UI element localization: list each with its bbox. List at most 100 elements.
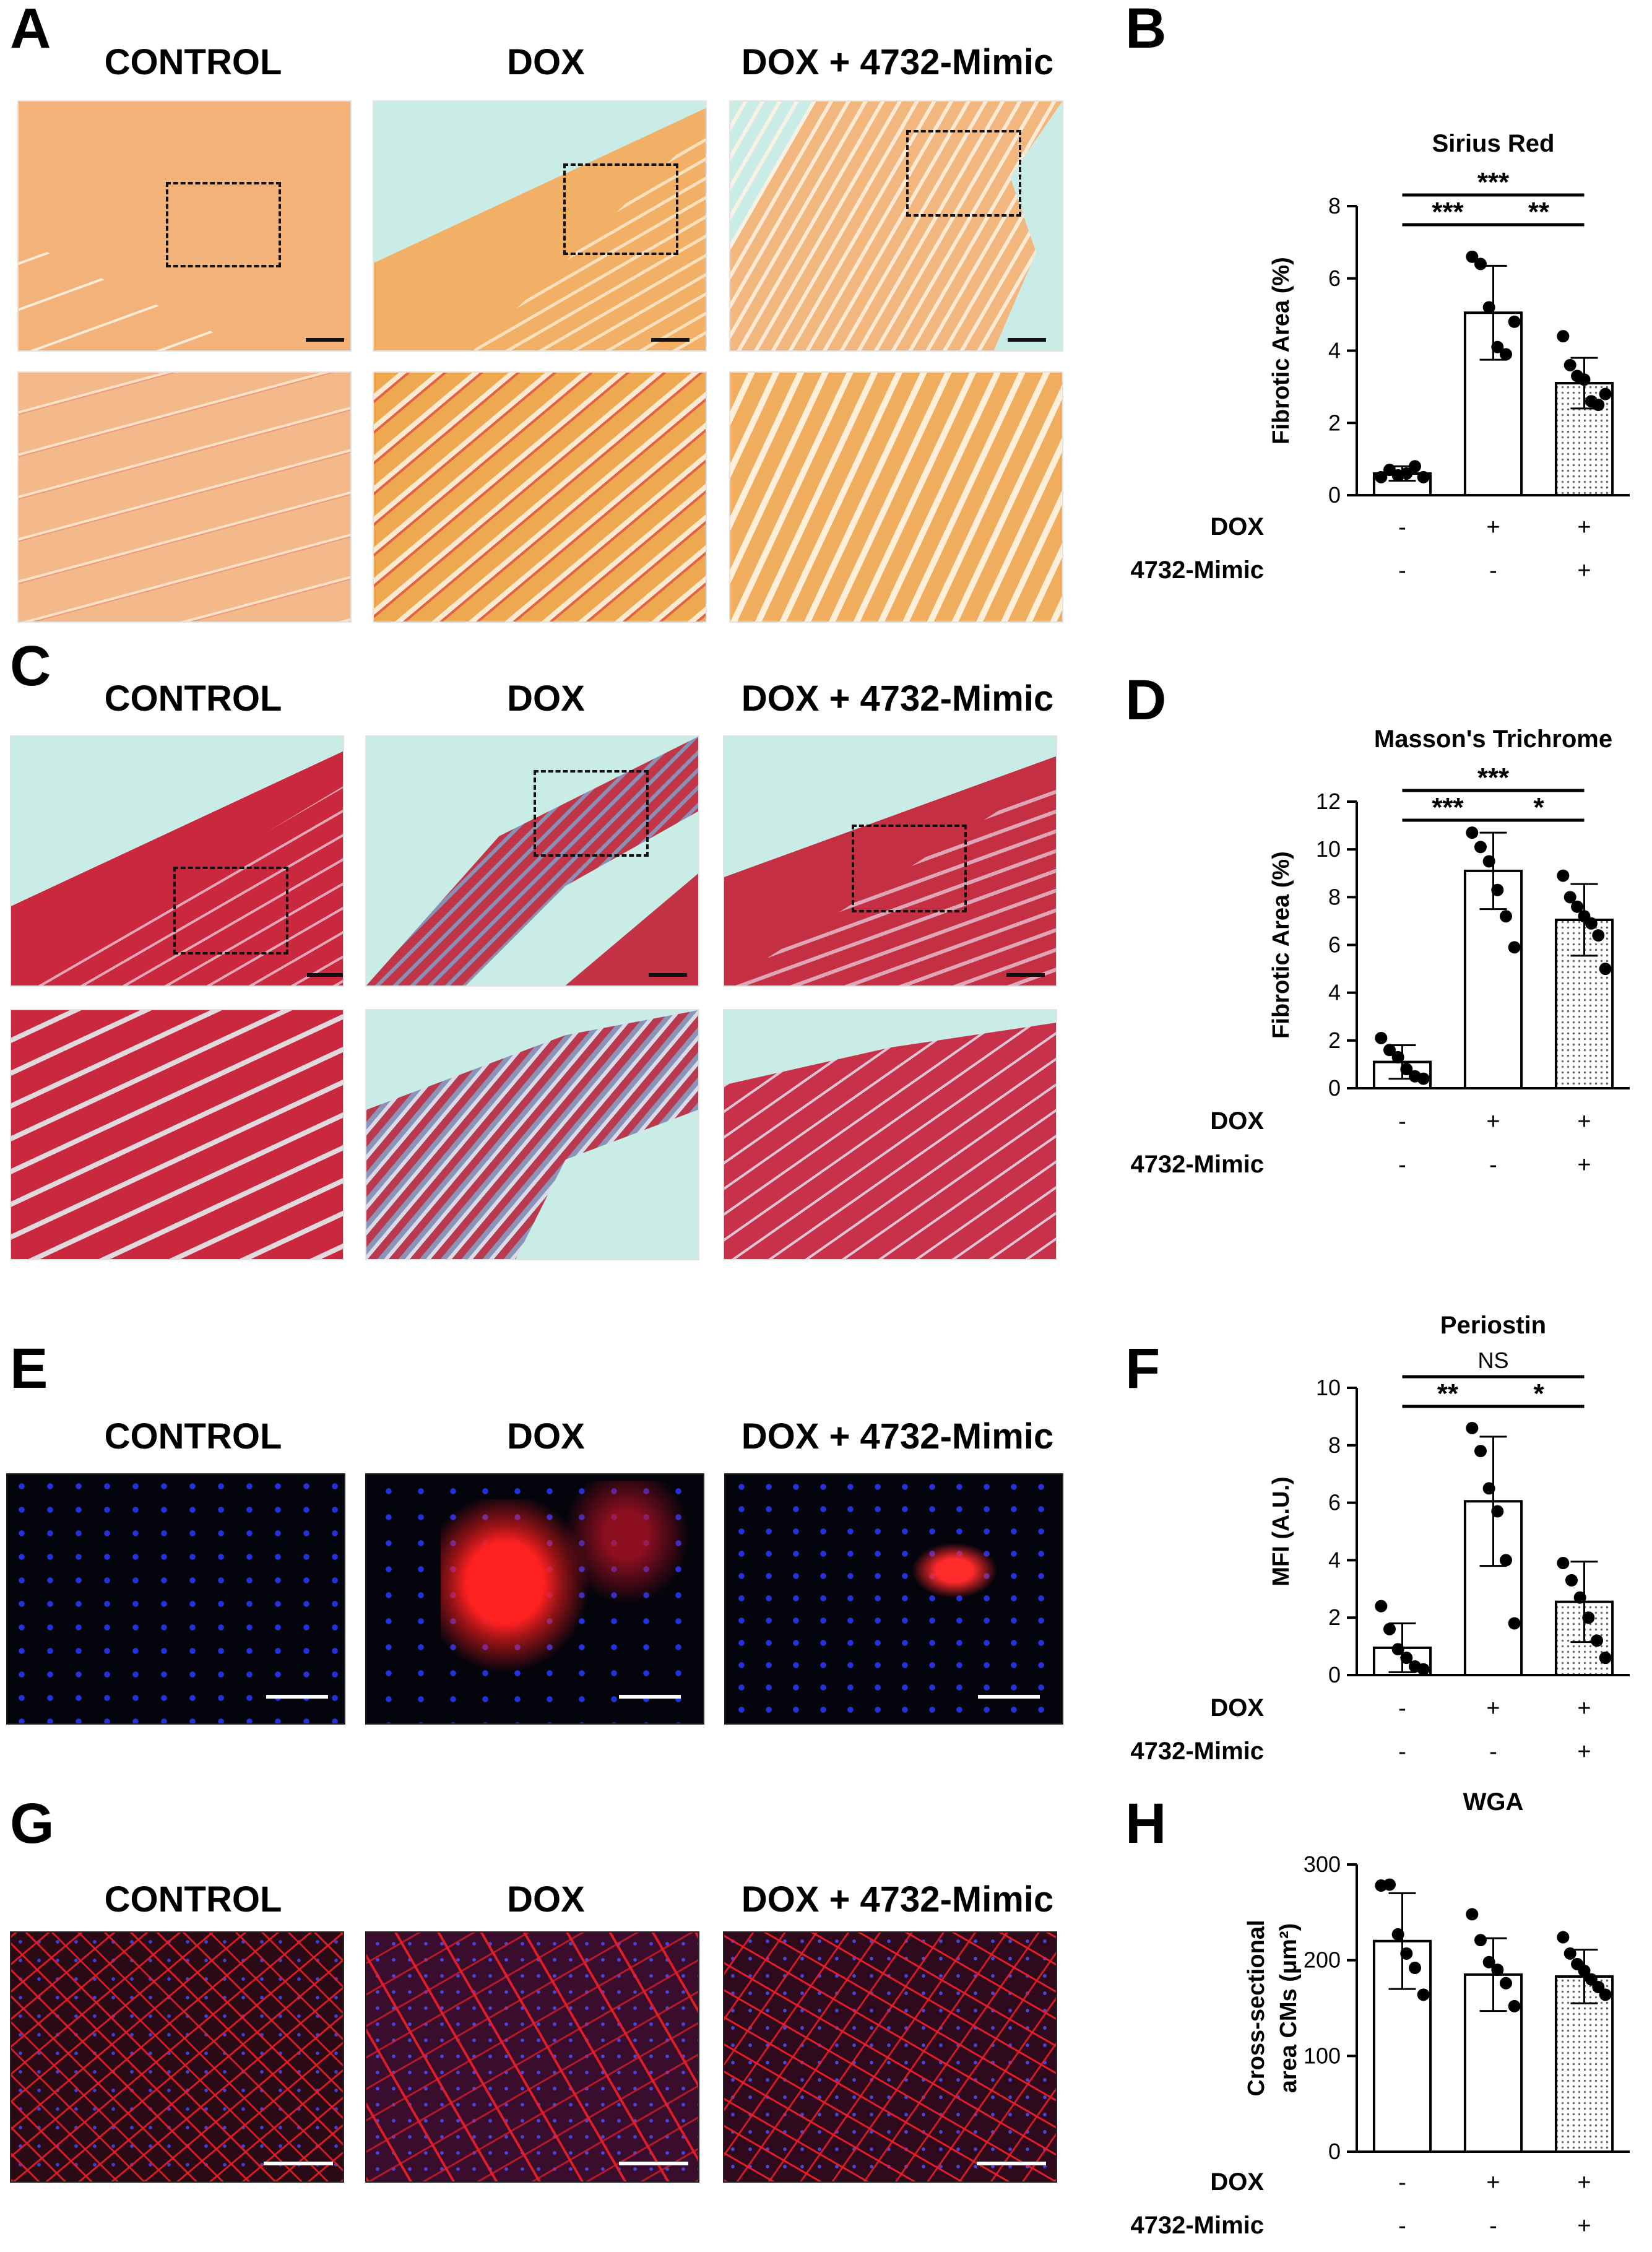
masson-control-overview	[10, 735, 344, 987]
data-point	[1409, 1962, 1422, 1975]
data-point	[1391, 1050, 1404, 1063]
data-point	[1482, 1955, 1495, 1968]
data-point	[1491, 1964, 1504, 1977]
data-point	[1500, 348, 1513, 361]
column-title-mimic-a: DOX + 4732-Mimic	[741, 42, 1054, 82]
data-point	[1383, 1044, 1396, 1057]
data-point	[1599, 388, 1612, 401]
scale-bar	[266, 1695, 328, 1699]
column-title-mimic-c: DOX + 4732-Mimic	[741, 678, 1054, 719]
data-point	[1417, 1988, 1430, 2001]
significance-label: ***	[1432, 792, 1464, 823]
masson-mimic-zoom	[723, 1009, 1057, 1260]
data-point	[1400, 467, 1413, 480]
data-point	[1491, 883, 1504, 896]
y-tick-label: 4	[1328, 338, 1341, 363]
data-point	[1474, 1445, 1487, 1458]
y-tick-label: 12	[1316, 789, 1341, 814]
y-tick-label: 6	[1328, 266, 1341, 291]
significance-label: ***	[1432, 197, 1464, 227]
y-tick-label: 6	[1328, 932, 1341, 958]
condition-value: +	[1486, 2170, 1500, 2196]
sirius-control-zoom	[17, 371, 352, 623]
bar	[1554, 1975, 1614, 2153]
data-point	[1508, 315, 1521, 328]
column-title-control-g: CONTROL	[104, 1879, 282, 1920]
significance-label: *	[1533, 1379, 1544, 1409]
data-point	[1466, 826, 1479, 839]
significance-label: **	[1528, 197, 1550, 227]
y-tick-label: 2	[1328, 1605, 1341, 1630]
significance-label: *	[1533, 792, 1544, 823]
data-point	[1557, 1557, 1570, 1570]
condition-value: +	[1577, 1109, 1591, 1135]
data-point	[1417, 470, 1430, 483]
chart-title: Sirius Red	[1432, 130, 1555, 157]
data-point	[1592, 399, 1605, 412]
roi-box	[906, 130, 1021, 217]
y-tick-label: 0	[1328, 2139, 1341, 2164]
column-title-control-a: CONTROL	[104, 42, 282, 82]
data-point	[1383, 1622, 1396, 1635]
data-point	[1557, 330, 1570, 343]
scale-bar	[307, 973, 343, 977]
data-point	[1563, 1947, 1576, 1960]
y-tick-label: 0	[1328, 1662, 1341, 1687]
data-point	[1466, 1421, 1479, 1434]
condition-value: -	[1489, 2213, 1497, 2239]
y-tick-label: 2	[1328, 1028, 1341, 1053]
condition-label: DOX	[1210, 513, 1264, 540]
data-point	[1466, 250, 1479, 263]
data-point	[1500, 1977, 1513, 1990]
data-point	[1557, 1931, 1570, 1944]
scale-bar	[619, 1695, 681, 1699]
condition-value: +	[1577, 1152, 1591, 1178]
panel-letter-g: G	[10, 1792, 54, 1855]
sirius-mimic-overview	[729, 100, 1063, 352]
condition-value: -	[1398, 1152, 1406, 1178]
scale-bar	[619, 2162, 688, 2165]
masson-dox-zoom	[365, 1009, 699, 1260]
condition-value: -	[1489, 558, 1497, 584]
data-point	[1508, 1999, 1521, 2012]
masson-dox-overview	[365, 735, 699, 987]
data-point	[1466, 1908, 1479, 1921]
panel-letter-h: H	[1125, 1792, 1167, 1855]
data-point	[1491, 340, 1504, 353]
panel-letter-e: E	[10, 1337, 48, 1400]
data-point	[1482, 855, 1495, 868]
data-point	[1599, 1652, 1612, 1665]
y-tick-label: 300	[1304, 1851, 1341, 1877]
column-title-dox-c: DOX	[507, 678, 585, 719]
scale-bar	[306, 338, 344, 342]
column-title-dox-g: DOX	[507, 1879, 585, 1920]
data-point	[1383, 1878, 1396, 1891]
roi-box	[852, 825, 967, 912]
sirius-dox-overview	[373, 100, 707, 352]
scale-bar	[1006, 973, 1045, 977]
condition-value: -	[1398, 514, 1406, 540]
data-point	[1482, 1482, 1495, 1495]
data-point	[1585, 917, 1598, 930]
panel-letter-a: A	[10, 0, 51, 60]
y-axis-label: area CMs (μm²)	[1276, 1923, 1302, 2094]
column-title-dox-a: DOX	[507, 42, 585, 82]
data-point	[1508, 1617, 1521, 1630]
data-point	[1573, 1591, 1586, 1604]
data-point	[1565, 1574, 1578, 1587]
condition-value: -	[1398, 2170, 1406, 2196]
data-point	[1417, 1072, 1430, 1085]
y-tick-label: 4	[1328, 980, 1341, 1005]
column-title-mimic-e: DOX + 4732-Mimic	[741, 1416, 1054, 1457]
y-axis-label: MFI (A.U.)	[1268, 1476, 1294, 1586]
condition-label: DOX	[1210, 1694, 1264, 1721]
chart-title: Masson's Trichrome	[1374, 725, 1612, 753]
panel-letter-d: D	[1125, 669, 1167, 732]
wga-control-if	[10, 1931, 344, 2183]
data-point	[1400, 1947, 1413, 1960]
column-title-control-e: CONTROL	[104, 1416, 282, 1457]
y-tick-label: 6	[1328, 1490, 1341, 1515]
y-axis-label: Fibrotic Area (%)	[1268, 257, 1294, 444]
